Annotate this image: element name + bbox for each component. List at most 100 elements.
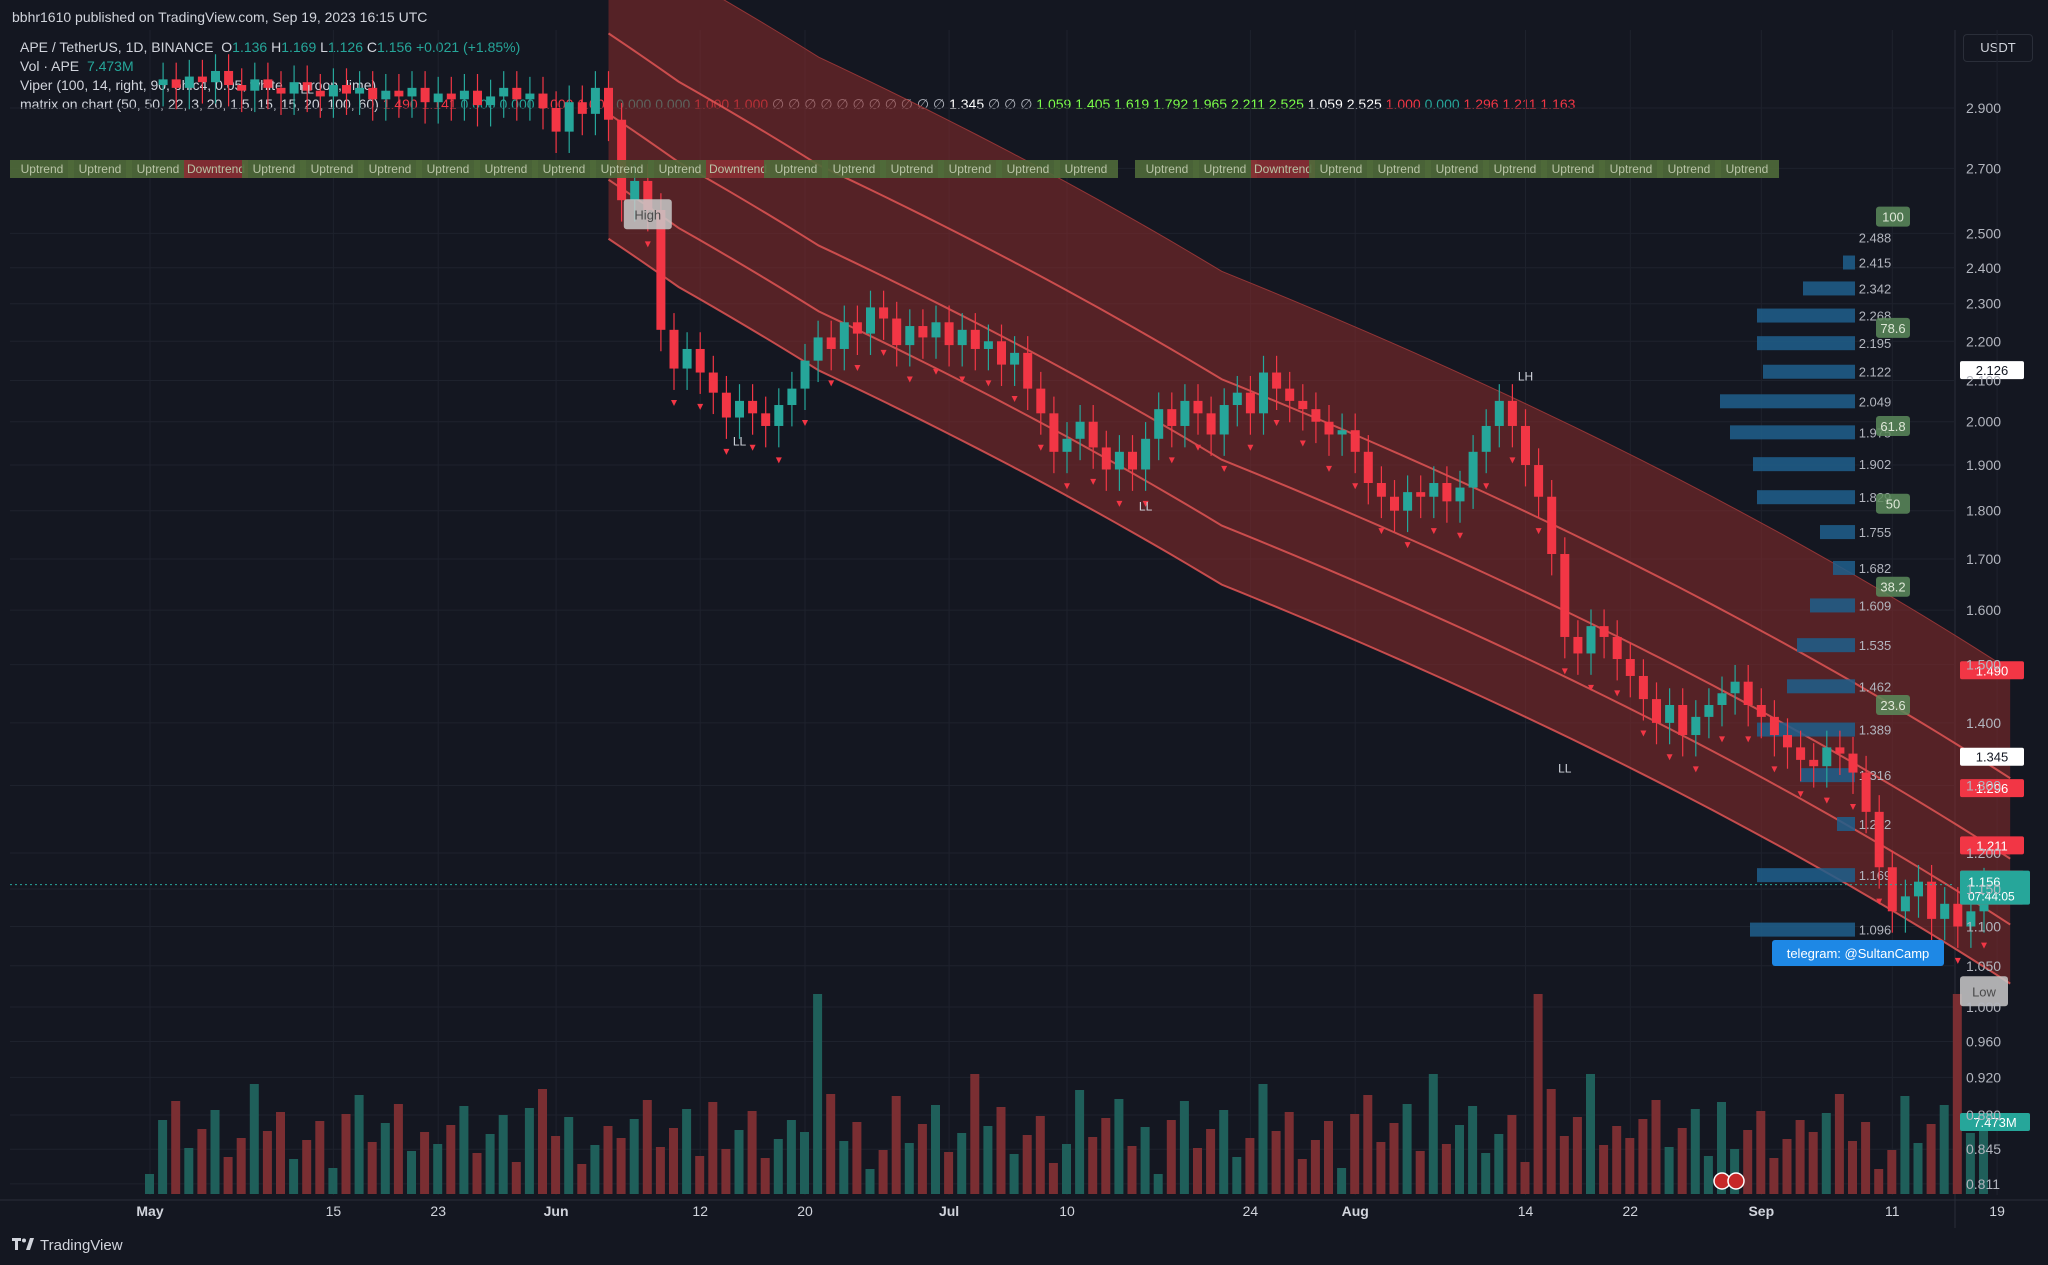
sell-marker-icon [1090, 478, 1097, 485]
volume-bar [262, 1131, 272, 1194]
candle-body [761, 413, 771, 426]
candle-body [839, 322, 849, 349]
trend-badge-label: Uptrend [253, 162, 296, 176]
price-tick-label: 0.845 [1966, 1141, 2001, 1157]
candle-body [1809, 759, 1819, 767]
sell-marker-icon [828, 380, 835, 387]
volume-bar [917, 1124, 927, 1194]
trend-badge [1054, 160, 1118, 178]
legend-matrix-row[interactable]: matrix on chart (50, 50, 22, 3, 20, 1.5,… [20, 95, 1575, 114]
candle-body [1848, 753, 1858, 773]
sell-marker-icon [1876, 898, 1883, 905]
candle-body [1363, 451, 1373, 484]
volume-bar [642, 1100, 652, 1194]
volume-bar [1022, 1135, 1032, 1194]
candle-body [1376, 483, 1386, 497]
matrix-value: ∅ [864, 96, 881, 112]
candle-body [1272, 372, 1282, 389]
matrix-value: 1.965 [1188, 96, 1228, 112]
trend-badge [242, 160, 306, 178]
matrix-value: 2.525 [1342, 96, 1382, 112]
volume-bar [1140, 1127, 1150, 1194]
trend-badge-label: Uptrend [1494, 162, 1537, 176]
candle-body [1730, 681, 1740, 694]
time-tick-label: 24 [1243, 1203, 1259, 1219]
time-tick-label: 14 [1518, 1203, 1534, 1219]
trend-badge-label: Uptrend [311, 162, 354, 176]
viper-band-line [607, 237, 2011, 985]
candle-body [1416, 492, 1426, 497]
volume-bar [1848, 1141, 1857, 1194]
volume-profile-price: 1.609 [1859, 598, 1892, 613]
volume-bar [1166, 1120, 1176, 1194]
time-tick-label: 23 [430, 1203, 446, 1219]
volume-bar [1271, 1131, 1281, 1194]
sell-marker-icon [723, 448, 730, 455]
candle-body [918, 326, 928, 338]
volume-bar [839, 1141, 849, 1194]
sell-marker-icon [1928, 950, 1935, 957]
volume-bar [459, 1106, 469, 1194]
candle-body [1206, 413, 1216, 435]
time-tick-label: Jul [939, 1203, 959, 1219]
volume-profile-bar [1837, 817, 1855, 832]
currency-unit-button[interactable]: USDT [1963, 34, 2033, 62]
volume-bar [1795, 1120, 1805, 1194]
legend-viper-row[interactable]: Viper (100, 14, right, 90, ohlc4, 0.05, … [20, 76, 1575, 95]
sell-marker-icon [802, 419, 808, 426]
candle-body [1835, 747, 1845, 754]
time-tick-label: May [136, 1203, 163, 1219]
candle-body [1612, 636, 1622, 660]
volume-bar [616, 1138, 626, 1194]
volume-bar [1834, 1094, 1844, 1194]
fib-level-badge [1876, 317, 1910, 338]
legend-symbol-row[interactable]: APE / TetherUS, 1D, BINANCE O1.136 H1.16… [20, 38, 1575, 57]
volume-bar [1782, 1139, 1792, 1194]
legend-volume-row[interactable]: Vol · APE 7.473M [20, 57, 1575, 76]
matrix-value: ∅ [1016, 96, 1033, 112]
volume-bar [354, 1095, 364, 1194]
trend-badge [880, 160, 944, 178]
volume-bar [1533, 994, 1543, 1194]
volume-bar [734, 1130, 744, 1194]
time-tick-label: 11 [1885, 1203, 1900, 1219]
volume-profile-bar [1757, 722, 1855, 737]
volume-bar [695, 1156, 705, 1194]
sell-marker-icon [880, 349, 887, 356]
volume-badge [1960, 1113, 2030, 1131]
volume-bar [1219, 1110, 1229, 1194]
candle-body [682, 348, 692, 369]
time-tick-label: 19 [1989, 1203, 2005, 1219]
volume-profile-bar [1820, 525, 1855, 540]
time-tick-label: 22 [1623, 1203, 1639, 1219]
volume-bar [393, 1104, 403, 1194]
candle-body [1652, 699, 1661, 723]
tradingview-brand[interactable]: TradingView [12, 1237, 123, 1254]
volume-profile-price: 1.169 [1859, 868, 1892, 883]
trend-badge [10, 160, 74, 178]
volume-bar [171, 1101, 181, 1194]
candle-body [1442, 483, 1452, 502]
candle-body [1743, 681, 1753, 705]
candle-body [1521, 425, 1530, 466]
legend-h-label: H [271, 39, 282, 55]
matrix-value: 1.059 [1032, 96, 1072, 112]
volume-bar [1821, 1113, 1831, 1194]
trend-badge [416, 160, 480, 178]
trend-badge [1541, 160, 1605, 178]
volume-bar [629, 1119, 639, 1194]
legend-high: 1.169 [281, 39, 317, 55]
candle-body [1390, 496, 1399, 511]
sell-marker-icon [1378, 528, 1385, 535]
legend-c-label: C [366, 39, 378, 55]
volume-bar [1520, 1162, 1530, 1194]
viper-band-line [607, 178, 2011, 926]
matrix-value: 1.490 [382, 96, 418, 112]
candle-body [1062, 438, 1072, 452]
pivot-box [623, 199, 672, 230]
volume-bar [1703, 1156, 1713, 1194]
matrix-value: 0.000 [495, 96, 535, 112]
candle-body [1494, 400, 1504, 426]
volume-profile-price: 1.389 [1859, 723, 1892, 738]
